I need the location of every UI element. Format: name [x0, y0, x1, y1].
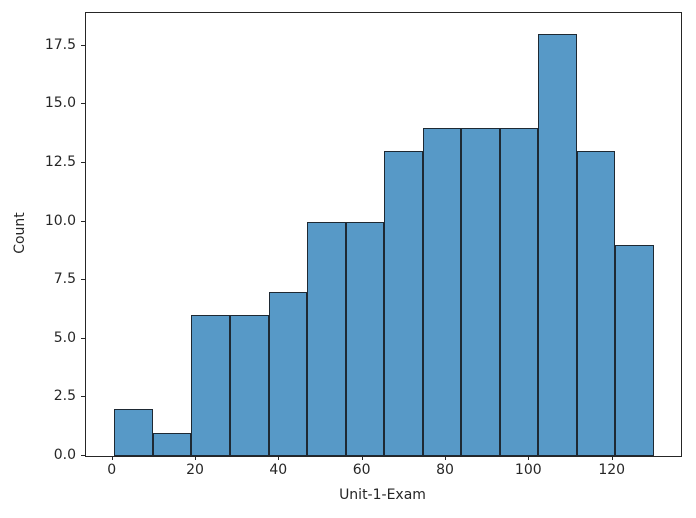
histogram-bar	[615, 245, 654, 456]
histogram-bar	[499, 127, 539, 456]
x-tick-label: 20	[186, 462, 204, 478]
x-tick-label: 40	[269, 462, 288, 478]
bars-layer	[86, 13, 681, 456]
x-tick-label: 60	[352, 462, 371, 478]
y-tick-label: 2.5	[53, 388, 76, 405]
histogram-bar	[230, 315, 269, 456]
histogram-bar	[307, 221, 346, 456]
y-tick-label: 12.5	[44, 154, 76, 170]
histogram-bar	[538, 34, 577, 456]
y-tick-label: 5.0	[53, 329, 76, 346]
x-tick-label: 80	[436, 462, 454, 478]
plot-area	[85, 12, 682, 457]
histogram-bar	[461, 127, 500, 456]
histogram-bar	[384, 151, 423, 456]
y-tick-label: 17.5	[44, 36, 76, 53]
histogram-bar	[114, 409, 153, 456]
x-tick-label: 100	[514, 462, 542, 478]
x-tick-label: 0	[107, 462, 117, 478]
histogram-bar	[576, 151, 616, 456]
histogram-bar	[268, 291, 307, 456]
histogram-bar	[422, 127, 462, 456]
histogram-bar	[191, 315, 230, 456]
histogram-bar	[345, 221, 385, 456]
x-tick-label: 120	[598, 462, 626, 478]
y-tick-label: 0.0	[53, 447, 76, 463]
histogram-bar	[152, 432, 192, 456]
y-tick-label: 15.0	[44, 95, 76, 112]
y-axis-label: Count	[12, 212, 28, 254]
y-tick-label: 7.5	[53, 271, 76, 288]
x-axis-label: Unit-1-Exam	[339, 487, 426, 503]
